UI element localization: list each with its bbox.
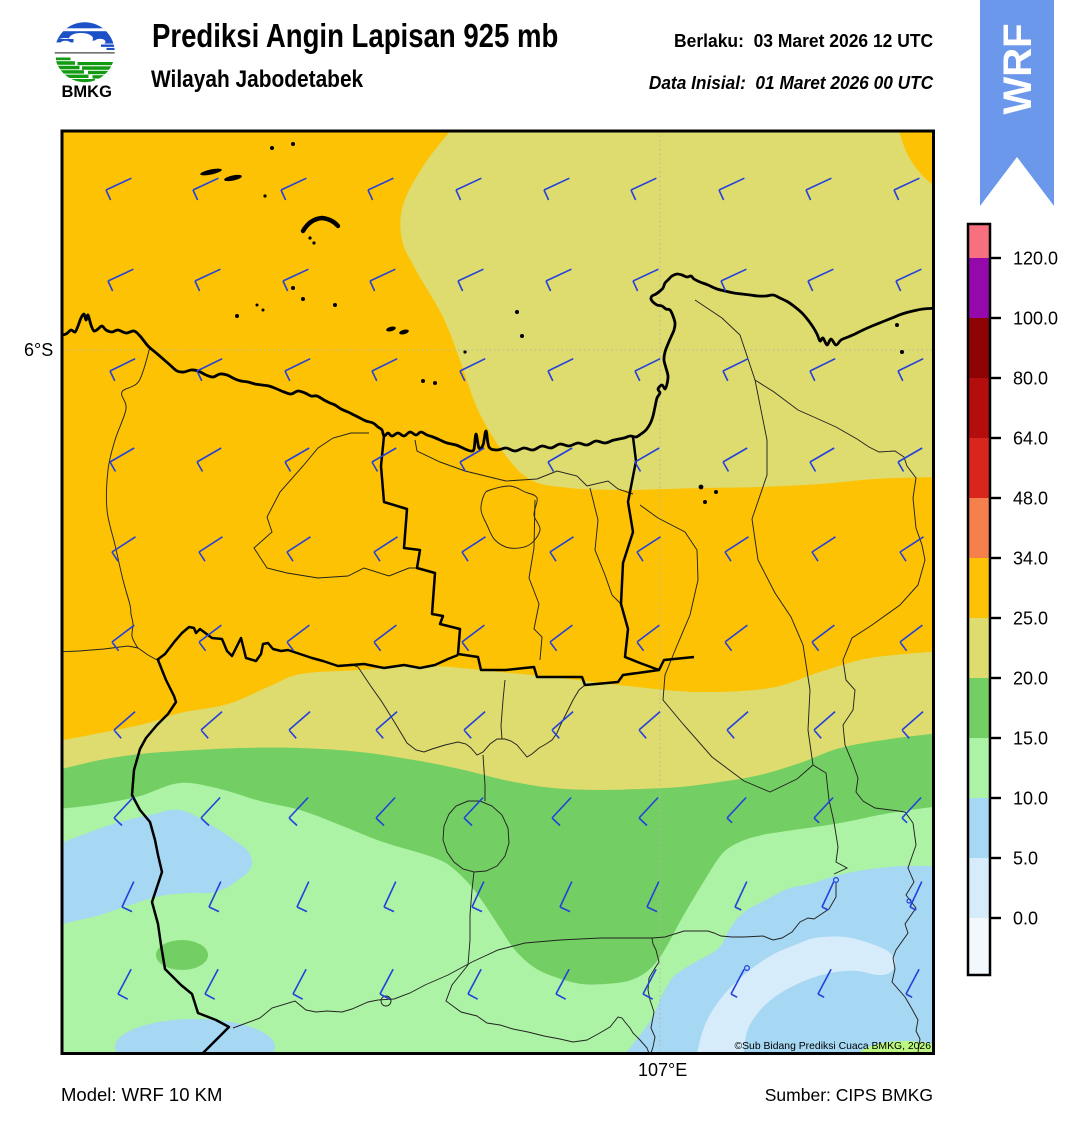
svg-text:34.0: 34.0 [1013, 548, 1048, 568]
svg-text:120.0: 120.0 [1013, 248, 1058, 268]
svg-text:15.0: 15.0 [1013, 728, 1048, 748]
svg-text:WRF: WRF [996, 23, 1040, 114]
svg-text:80.0: 80.0 [1013, 368, 1048, 388]
svg-text:100.0: 100.0 [1013, 308, 1058, 328]
svg-text:©Sub Bidang Prediksi Cuaca BMK: ©Sub Bidang Prediksi Cuaca BMKG, 2026 [734, 1041, 931, 1052]
svg-text:48.0: 48.0 [1013, 488, 1048, 508]
svg-text:64.0: 64.0 [1013, 428, 1048, 448]
svg-text:20.0: 20.0 [1013, 668, 1048, 688]
svg-text:10.0: 10.0 [1013, 788, 1048, 808]
svg-text:5.0: 5.0 [1013, 848, 1038, 868]
svg-text:25.0: 25.0 [1013, 608, 1048, 628]
svg-text:0.0: 0.0 [1013, 908, 1038, 928]
